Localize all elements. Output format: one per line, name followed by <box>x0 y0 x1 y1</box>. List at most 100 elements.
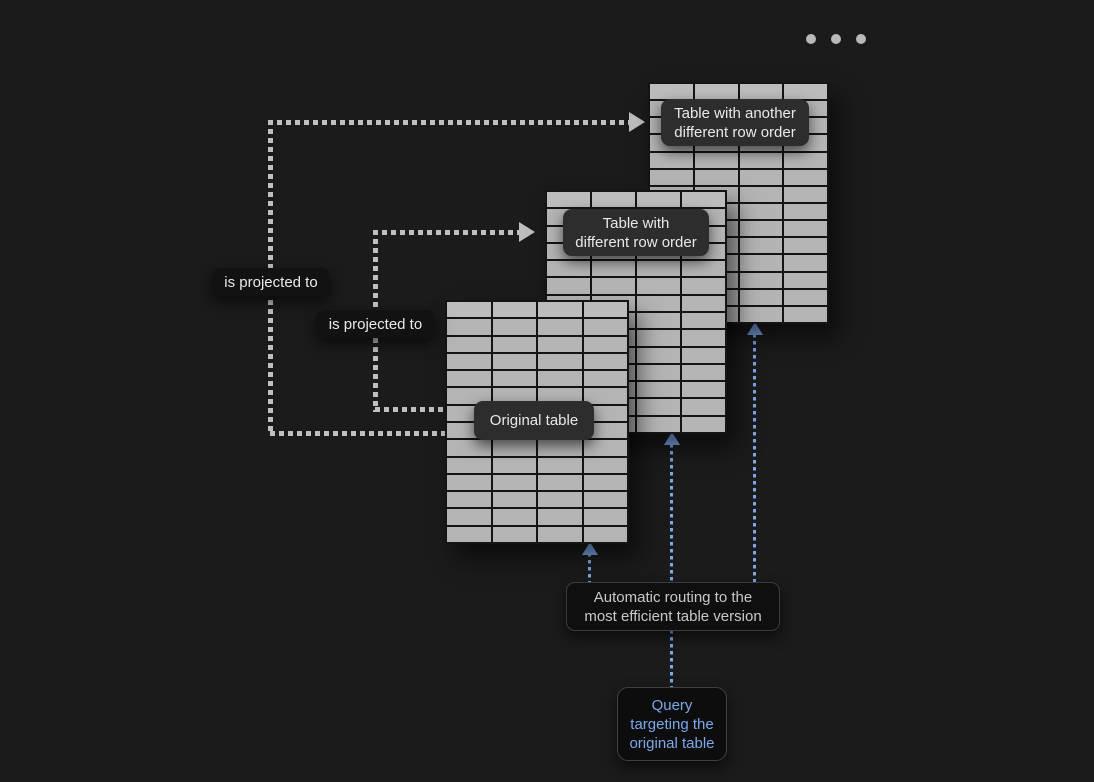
table-cell <box>492 440 536 456</box>
is-projected-to-label-outer: is projected to <box>212 268 330 296</box>
table-cell <box>637 347 680 363</box>
label-line: Automatic routing to the <box>593 588 753 606</box>
table-cell <box>583 457 627 473</box>
table-cell <box>492 457 536 473</box>
table-cell <box>583 388 627 404</box>
label-line: is projected to <box>328 315 423 333</box>
table-cell <box>739 289 783 305</box>
table-cell <box>650 152 693 168</box>
projection-a-bottom-segment <box>270 431 446 436</box>
table-cell <box>538 388 582 404</box>
projection-b-arrowhead-icon <box>519 222 535 242</box>
routing-arrowhead-other-icon <box>747 322 763 335</box>
table-cell <box>784 152 827 168</box>
table-cell <box>447 492 491 508</box>
table-cell <box>583 422 627 439</box>
table-cell <box>583 353 627 370</box>
table-cell <box>538 526 582 542</box>
table-cell <box>447 319 491 335</box>
table-cell <box>784 238 827 254</box>
table-cell <box>739 152 783 168</box>
table-cell <box>682 312 725 329</box>
label-line: Query <box>651 696 693 714</box>
table-cell <box>784 306 827 322</box>
table-cell <box>447 388 491 404</box>
table-cell <box>592 278 635 294</box>
table-cell <box>784 221 827 237</box>
table-cell <box>583 405 627 421</box>
routing-line-to-original <box>588 553 591 583</box>
table-different-row-order-label: Table with different row order <box>563 209 709 256</box>
table-cell <box>547 261 590 277</box>
projection-a-arrowhead-icon <box>629 112 645 132</box>
table-cell <box>637 382 680 398</box>
automatic-routing-label: Automatic routing to the most efficient … <box>566 582 780 631</box>
table-cell <box>739 169 783 185</box>
table-cell <box>492 526 536 542</box>
table-cell <box>492 319 536 335</box>
table-cell <box>492 509 536 525</box>
table-cell <box>682 364 725 381</box>
table-cell <box>784 289 827 305</box>
table-original-label: Original table <box>474 401 594 440</box>
table-cell <box>583 474 627 491</box>
table-cell <box>583 526 627 542</box>
menu-dot-icon <box>806 34 816 44</box>
table-cell <box>637 261 680 277</box>
table-cell <box>784 186 827 202</box>
table-cell <box>682 330 725 346</box>
ellipsis-dots-icon[interactable] <box>806 34 866 44</box>
projection-a-top-segment <box>268 120 630 125</box>
label-line: Table with <box>602 214 670 232</box>
table-cell <box>538 353 582 370</box>
table-cell <box>784 169 827 185</box>
table-cell <box>447 353 491 370</box>
table-cell <box>538 474 582 491</box>
table-cell <box>447 302 491 318</box>
routing-arrowhead-original-icon <box>582 542 598 555</box>
menu-dot-icon <box>856 34 866 44</box>
table-cell <box>583 319 627 335</box>
table-cell <box>492 371 536 387</box>
table-cell <box>739 221 783 237</box>
table-cell <box>637 278 680 294</box>
table-cell <box>682 347 725 363</box>
table-cell <box>650 169 693 185</box>
table-cell <box>739 255 783 271</box>
label-line: different row order <box>575 233 697 251</box>
table-cell <box>637 330 680 346</box>
table-cell <box>682 261 725 277</box>
label-line: targeting the <box>630 715 714 733</box>
table-cell <box>492 474 536 491</box>
table-cell <box>694 84 738 100</box>
table-cell <box>682 399 725 415</box>
table-cell <box>637 295 680 311</box>
label-line: Original table <box>489 412 579 429</box>
table-cell <box>682 295 725 311</box>
table-cell <box>492 492 536 508</box>
table-cell <box>784 255 827 271</box>
routing-line-to-other <box>753 334 756 583</box>
label-line: different row order <box>674 123 796 141</box>
table-cell <box>492 388 536 404</box>
table-cell <box>538 509 582 525</box>
table-cell <box>583 440 627 456</box>
table-cell <box>492 336 536 352</box>
table-cell <box>547 192 590 208</box>
label-line: Table with another <box>674 104 796 122</box>
table-cell <box>447 336 491 352</box>
table-cell <box>694 169 738 185</box>
menu-dot-icon <box>831 34 841 44</box>
label-line: most efficient table version <box>584 607 762 625</box>
table-cell <box>784 272 827 288</box>
table-cell <box>682 416 725 432</box>
table-cell <box>538 492 582 508</box>
table-cell <box>637 192 680 208</box>
table-cell <box>637 416 680 432</box>
table-cell <box>538 457 582 473</box>
table-cell <box>447 526 491 542</box>
table-cell <box>447 371 491 387</box>
table-cell <box>739 204 783 220</box>
projection-b-bottom-segment <box>375 407 446 412</box>
